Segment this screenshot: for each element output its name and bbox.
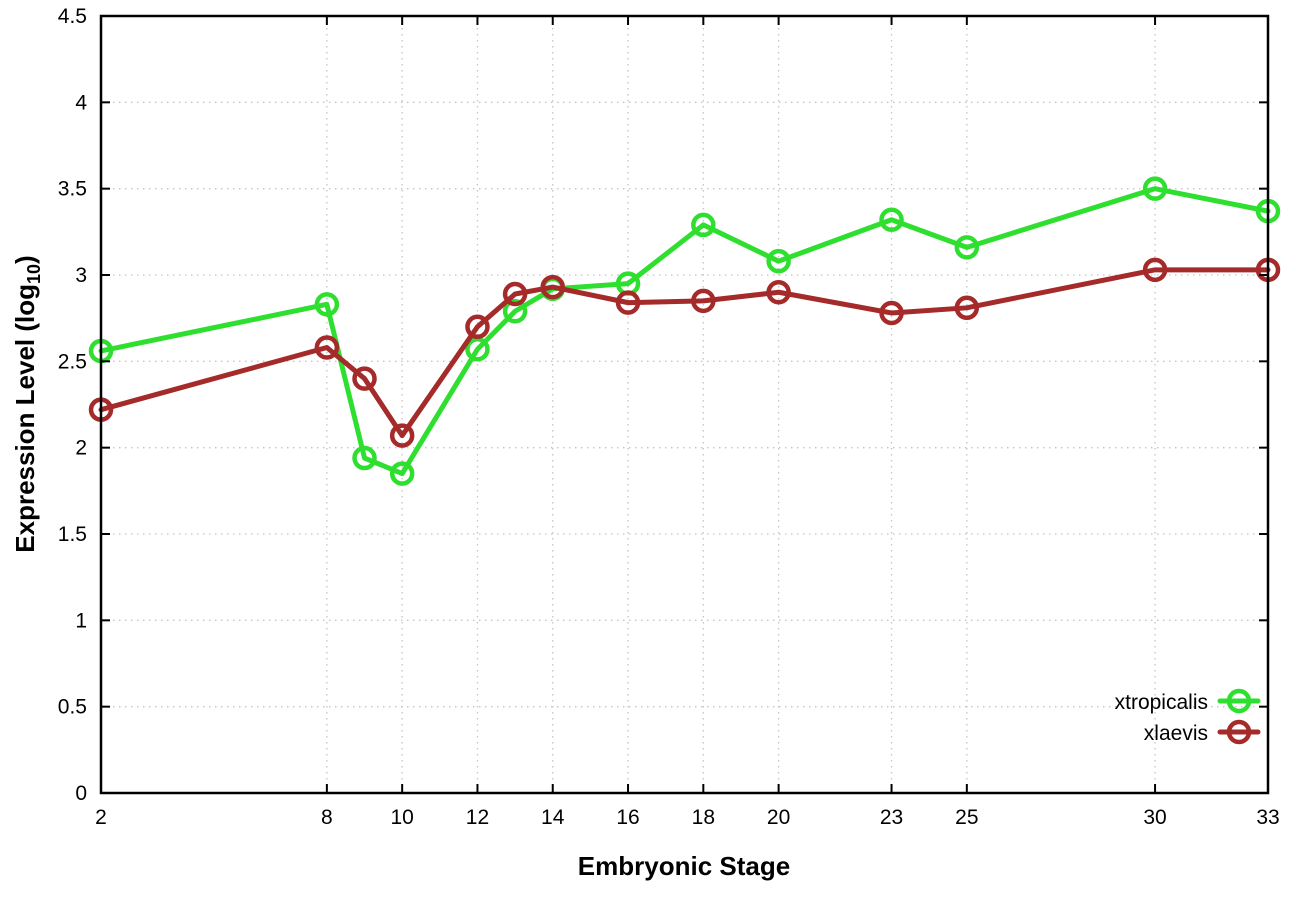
x-tick-label: 16 [616,806,639,829]
tick-label-layer: 2 8 10 12 14 16 18 20 23 25 30 33 0 0.5 1 1.5 2 2.5 3 3.5 4 4… [58,5,1280,829]
xtropicalis-point [502,299,528,324]
x-tick-label: 23 [880,806,903,829]
xlaevis-point [879,300,904,326]
y-tick-label: 1.5 [58,523,87,546]
xlaevis-point [465,314,490,340]
xlaevis-line [98,267,1271,439]
x-tick-label: 8 [321,806,333,829]
x-tick-label: 2 [95,806,107,829]
tick-layer [100,15,1269,794]
legend-label-xlaevis: xlaevis [1144,722,1208,745]
xtropicalis-point [1142,176,1168,201]
x-tick-label: 10 [390,806,413,829]
y-axis-title-close: ) [10,255,40,264]
x-tick-label: 14 [541,806,565,829]
x-tick-label: 33 [1256,806,1279,829]
x-axis-title: Embryonic Stage [578,851,790,881]
y-tick-label: 3 [75,264,87,287]
xtropicalis-point [314,292,340,317]
y-tick-label: 0.5 [58,696,87,719]
legend-label-xtropicalis: xtropicalis [1115,691,1208,714]
legend-item-xlaevis: xlaevis [1144,719,1261,745]
series-layer [88,176,1281,486]
xtropicalis-point [691,212,716,238]
xlaevis-point [615,290,641,315]
xtropicalis-point [879,207,904,232]
x-tick-label: 30 [1143,806,1166,829]
y-axis-title-subscript: 10 [24,264,44,284]
y-tick-label: 2.5 [58,350,87,373]
xtropicalis-point [766,248,791,274]
xtropicalis-point [352,445,377,471]
grid-layer [100,15,1269,794]
legend: xtropicalis xlaevis [1115,688,1261,745]
series-xtropicalis [88,176,1281,486]
xlaevis-point [691,288,716,314]
legend-item-xtropicalis: xtropicalis [1115,688,1261,714]
legend-marker-xtropicalis [1226,688,1252,714]
y-tick-label: 3.5 [58,178,87,201]
y-tick-label: 4 [75,91,87,114]
xlaevis-point [766,280,791,305]
xtropicalis-point [389,461,415,486]
xtropicalis-point [954,235,980,260]
xtropicalis-line [98,186,1271,477]
xlaevis-point [389,423,415,448]
plot-border [99,14,1270,795]
legend-marker-xlaevis [1226,719,1252,745]
x-tick-label: 18 [692,806,715,829]
xlaevis-point [954,295,980,321]
series-xlaevis [88,257,1281,448]
y-axis-title: Expression Level (log10) [10,255,44,552]
x-tick-label: 20 [767,806,790,829]
xlaevis-point [540,274,565,300]
xlaevis-point [314,335,340,360]
y-tick-label: 2 [75,437,87,460]
xlaevis-point [1142,257,1168,283]
xlaevis-point [352,366,377,391]
y-tick-label: 4.5 [58,5,87,28]
y-tick-label: 1 [75,609,87,632]
x-tick-label: 12 [466,806,489,829]
x-tick-label: 25 [955,806,978,829]
xlaevis-point [502,281,528,307]
y-axis-title-main: Expression Level (log [10,284,40,553]
xtropicalis-point [465,336,490,362]
y-tick-label: 0 [75,782,87,805]
